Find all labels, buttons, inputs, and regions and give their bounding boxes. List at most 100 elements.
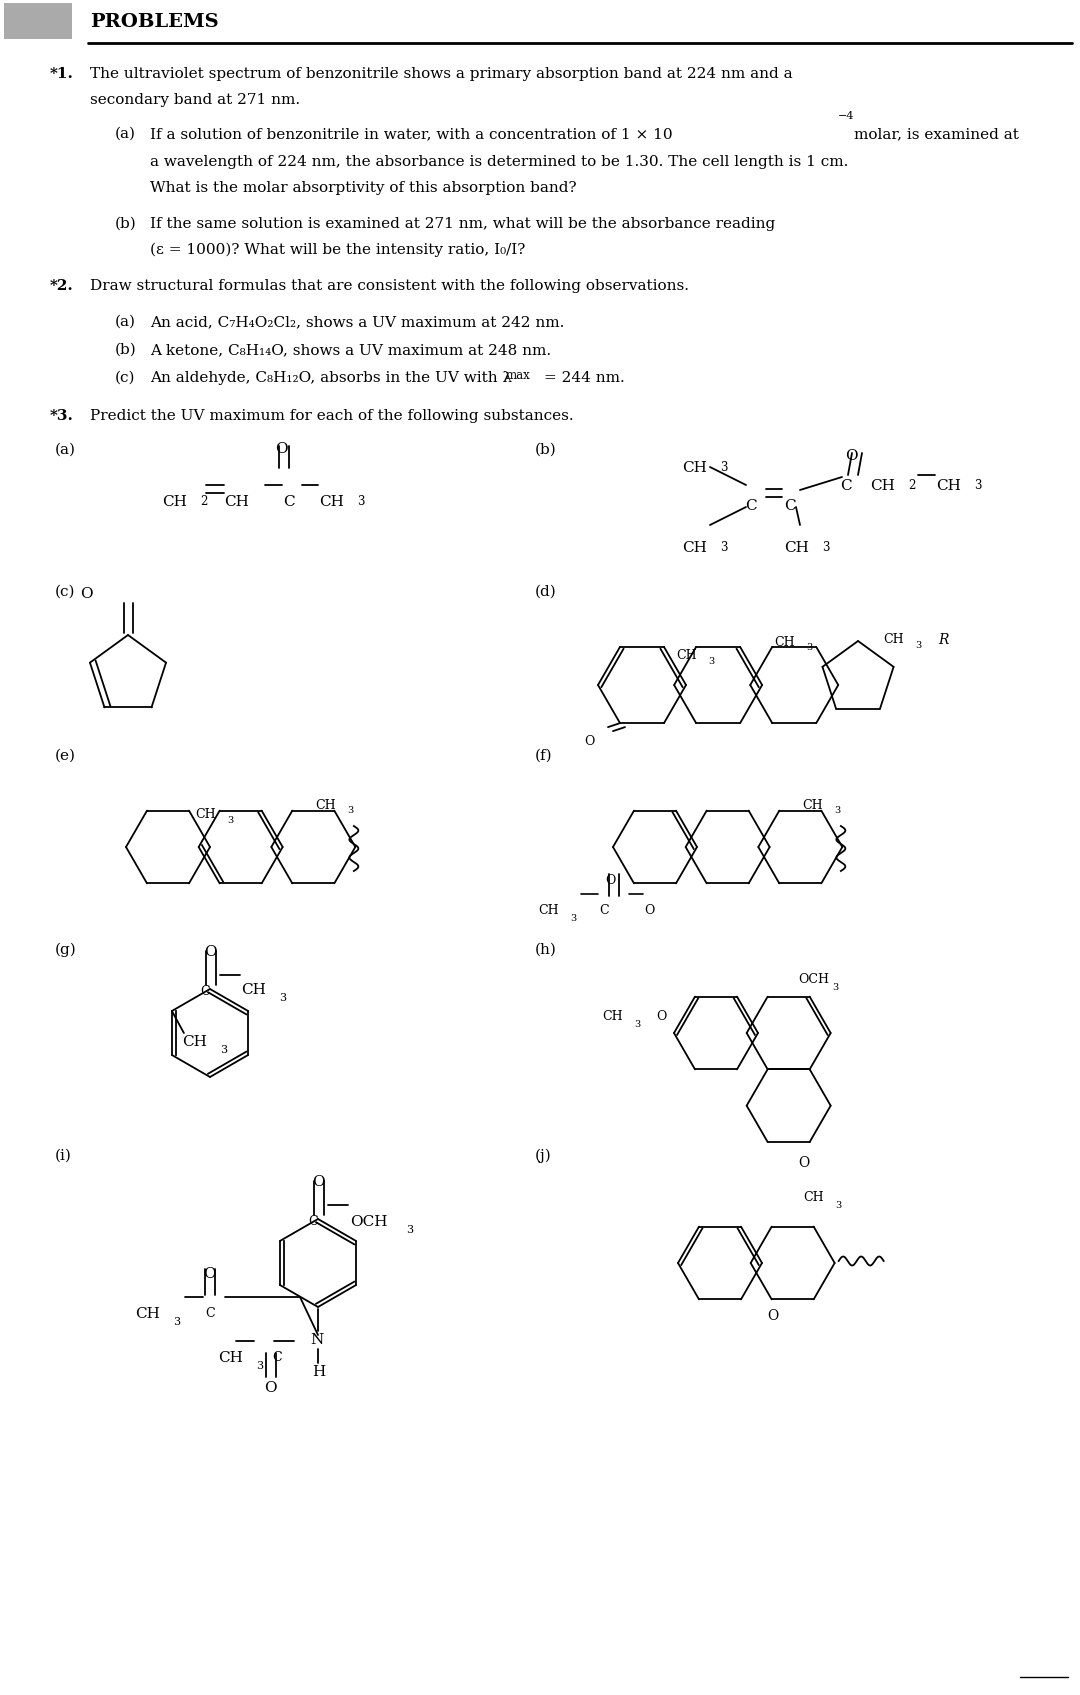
Text: (b): (b) (114, 342, 137, 358)
Text: secondary band at 271 nm.: secondary band at 271 nm. (90, 93, 300, 107)
Text: 3: 3 (915, 641, 921, 649)
Text: N: N (310, 1332, 323, 1348)
Text: CH: CH (195, 809, 216, 820)
Text: CH: CH (181, 1036, 206, 1049)
Text: An acid, C₇H₄O₂Cl₂, shows a UV maximum at 242 nm.: An acid, C₇H₄O₂Cl₂, shows a UV maximum a… (150, 315, 565, 329)
Text: O: O (605, 875, 616, 886)
Text: 3: 3 (720, 541, 728, 554)
Text: CH: CH (883, 632, 904, 646)
Text: a wavelength of 224 nm, the absorbance is determined to be 1.30. The cell length: a wavelength of 224 nm, the absorbance i… (150, 154, 849, 170)
Text: CH: CH (319, 495, 343, 508)
Text: O: O (80, 586, 93, 602)
Text: R: R (939, 632, 948, 647)
Text: (b): (b) (114, 217, 137, 231)
Text: CH: CH (218, 1351, 243, 1364)
Text: 2: 2 (908, 480, 916, 492)
Text: H: H (312, 1364, 325, 1380)
Text: O: O (312, 1175, 325, 1188)
Text: What is the molar absorptivity of this absorption band?: What is the molar absorptivity of this a… (150, 181, 577, 195)
Text: C: C (272, 1351, 282, 1364)
Text: CH: CH (681, 461, 707, 475)
Text: C: C (283, 495, 295, 508)
Text: molar, is examined at: molar, is examined at (854, 127, 1018, 141)
Text: (j): (j) (535, 1149, 552, 1163)
Text: 3: 3 (348, 807, 353, 815)
Text: 3: 3 (836, 1200, 842, 1210)
Text: CH: CH (241, 983, 266, 997)
Text: CH: CH (802, 798, 823, 812)
Text: 2: 2 (200, 495, 207, 508)
Text: C: C (745, 498, 757, 514)
Text: CH: CH (681, 541, 707, 554)
Text: Predict the UV maximum for each of the following substances.: Predict the UV maximum for each of the f… (90, 408, 573, 424)
Text: (e): (e) (55, 749, 76, 763)
Text: CH: CH (315, 798, 336, 812)
Text: (g): (g) (55, 942, 77, 958)
Text: CH: CH (936, 480, 961, 493)
Text: O: O (656, 1010, 666, 1022)
Text: C: C (784, 498, 796, 514)
Text: O: O (644, 903, 654, 917)
Text: An aldehyde, C₈H₁₂O, absorbs in the UV with λ: An aldehyde, C₈H₁₂O, absorbs in the UV w… (150, 371, 512, 385)
Text: = 244 nm.: = 244 nm. (544, 371, 624, 385)
Text: 3: 3 (833, 983, 839, 992)
Text: O: O (584, 736, 594, 747)
Text: CH: CH (870, 480, 895, 493)
Text: (a): (a) (55, 442, 76, 458)
Bar (4, 3, 72, 39)
Text: CH: CH (538, 903, 558, 917)
Text: *2.: *2. (50, 280, 73, 293)
Text: 3: 3 (720, 461, 728, 475)
Text: 3: 3 (708, 656, 714, 666)
Text: 3: 3 (173, 1317, 180, 1327)
Text: CH: CH (224, 495, 248, 508)
Text: The ultraviolet spectrum of benzonitrile shows a primary absorption band at 224 : The ultraviolet spectrum of benzonitrile… (90, 68, 793, 81)
Text: O: O (845, 449, 858, 463)
Text: 3: 3 (256, 1361, 264, 1371)
Text: OCH: OCH (350, 1215, 388, 1229)
Text: CH: CH (602, 1010, 623, 1022)
Text: Draw structural formulas that are consistent with the following observations.: Draw structural formulas that are consis… (90, 280, 689, 293)
Text: C: C (200, 985, 210, 998)
Text: max: max (507, 370, 530, 381)
Text: −4: −4 (838, 110, 854, 120)
Text: (d): (d) (535, 585, 557, 598)
Text: A ketone, C₈H₁₄O, shows a UV maximum at 248 nm.: A ketone, C₈H₁₄O, shows a UV maximum at … (150, 342, 551, 358)
Text: 3: 3 (822, 541, 829, 554)
Text: O: O (799, 1156, 810, 1170)
Text: 3: 3 (974, 480, 982, 492)
Text: 3: 3 (835, 807, 840, 815)
Text: CH: CH (135, 1307, 160, 1320)
Text: CH: CH (774, 636, 795, 649)
Text: (i): (i) (55, 1149, 72, 1163)
Text: CH: CH (804, 1190, 824, 1203)
Text: OCH: OCH (799, 973, 829, 986)
Text: CH: CH (676, 649, 697, 661)
Text: C: C (599, 903, 609, 917)
Text: O: O (275, 442, 287, 456)
Text: (f): (f) (535, 749, 553, 763)
Text: 3: 3 (220, 1046, 227, 1054)
Text: 3: 3 (228, 815, 234, 825)
Text: 3: 3 (570, 914, 577, 924)
Text: C: C (840, 480, 852, 493)
Text: C: C (308, 1215, 318, 1227)
Text: 3: 3 (279, 993, 286, 1003)
Text: (a): (a) (114, 315, 136, 329)
Text: 3: 3 (357, 495, 365, 508)
Text: C: C (205, 1307, 215, 1320)
Text: O: O (203, 1266, 216, 1281)
Text: (b): (b) (535, 442, 557, 458)
Text: *3.: *3. (50, 408, 73, 424)
Text: If the same solution is examined at 271 nm, what will be the absorbance reading: If the same solution is examined at 271 … (150, 217, 775, 231)
Text: If a solution of benzonitrile in water, with a concentration of 1 × 10: If a solution of benzonitrile in water, … (150, 127, 673, 141)
Text: (a): (a) (114, 127, 136, 141)
Text: CH: CH (162, 495, 187, 508)
Text: O: O (768, 1309, 779, 1324)
Text: (ε = 1000)? What will be the intensity ratio, I₀/I?: (ε = 1000)? What will be the intensity r… (150, 242, 525, 258)
Text: PROBLEMS: PROBLEMS (90, 14, 218, 31)
Text: 3: 3 (634, 1020, 640, 1029)
Text: *1.: *1. (50, 68, 73, 81)
Text: O: O (264, 1381, 276, 1395)
Text: 3: 3 (807, 642, 812, 653)
